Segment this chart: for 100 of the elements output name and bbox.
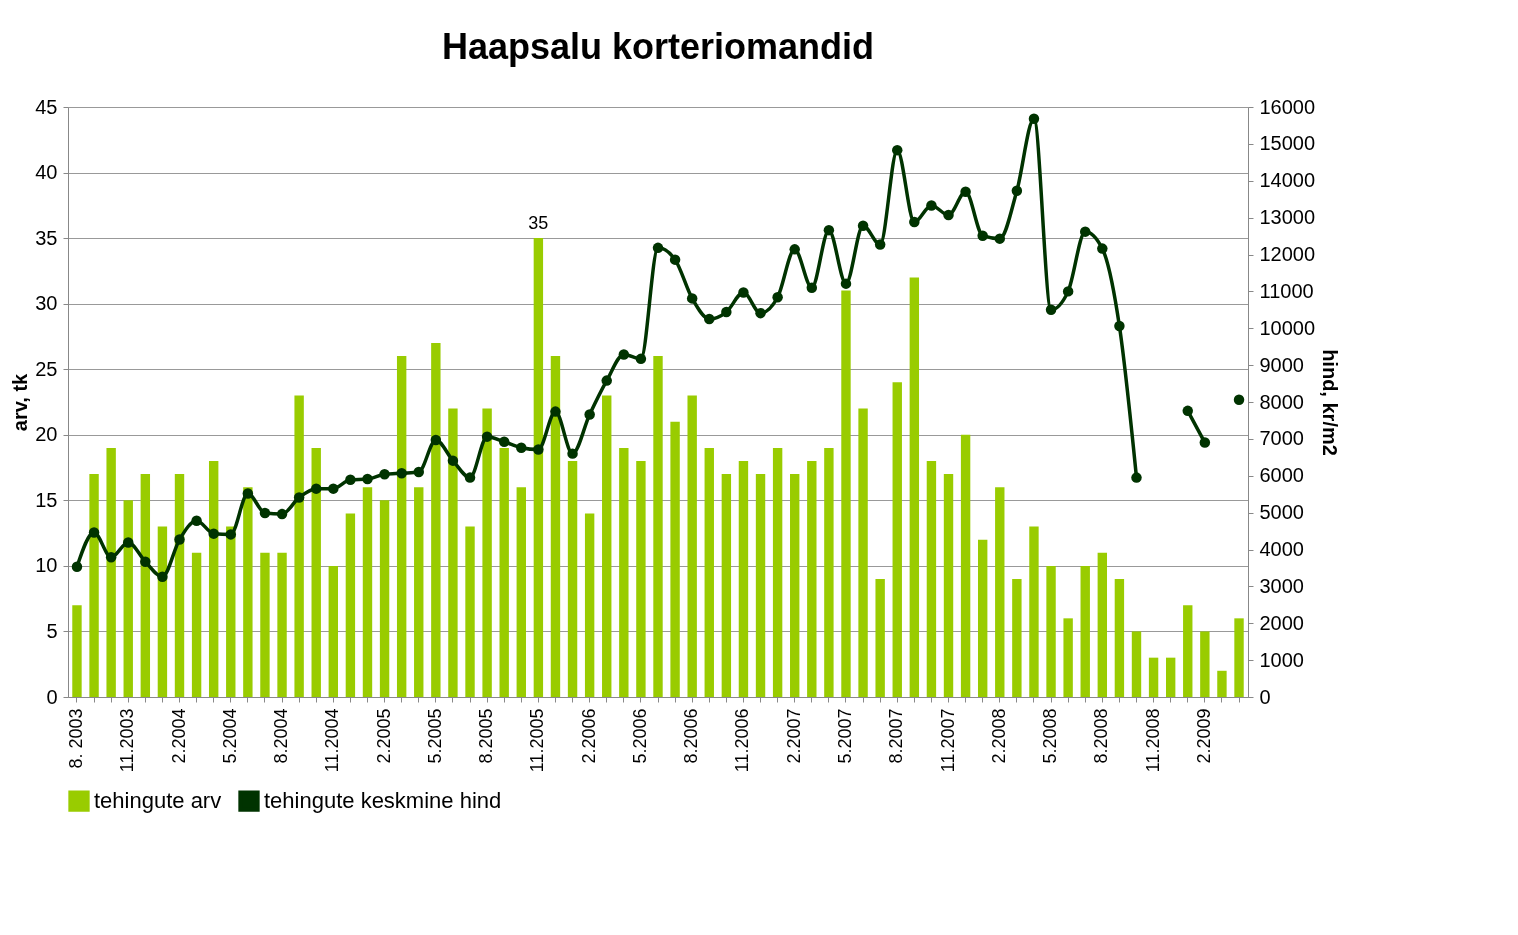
- y2-tick-label: 10000: [1259, 316, 1316, 339]
- x-tick-label: 8.2005: [476, 708, 497, 764]
- x-tick-label: 5.2007: [834, 708, 855, 764]
- bar: [824, 447, 834, 697]
- bar: [1080, 565, 1090, 697]
- y2-tick-label: 13000: [1259, 206, 1316, 229]
- x-tick-label: 5.2006: [629, 708, 650, 764]
- y2-tick-label: 3000: [1259, 574, 1304, 597]
- bar: [311, 447, 321, 697]
- x-tick-label: 11.2004: [322, 708, 343, 773]
- bar: [243, 487, 253, 697]
- x-tick-label: 2.2005: [373, 708, 394, 764]
- bar: [379, 500, 390, 697]
- y2-tick-label: 0: [1259, 685, 1271, 708]
- bar: [208, 461, 219, 697]
- y-tick-label: 45: [35, 95, 58, 118]
- y-tick-label: 5: [46, 619, 58, 642]
- y2-axis-title: hind, kr/m2: [1319, 349, 1342, 456]
- bar: [755, 474, 766, 697]
- bar: [602, 395, 612, 697]
- y-tick-label: 35: [35, 226, 58, 249]
- bar: [106, 447, 116, 697]
- bar: [140, 474, 151, 697]
- bar: [550, 356, 561, 697]
- x-tick-label: 5.2005: [424, 708, 445, 764]
- bar: [396, 356, 407, 697]
- bar: [1183, 605, 1193, 697]
- y2-tick-label: 14000: [1259, 169, 1316, 192]
- bar: [1148, 657, 1159, 697]
- x-tick-label: 11.2008: [1142, 708, 1163, 773]
- x-tick-label: 11.2006: [732, 708, 753, 773]
- y-tick-label: 20: [35, 423, 58, 446]
- x-tick-label: 5.2004: [219, 708, 240, 764]
- bar: [738, 461, 749, 697]
- bar: [226, 526, 236, 697]
- bar: [516, 487, 526, 697]
- bar: [277, 552, 287, 697]
- y-tick-label: 0: [46, 685, 58, 708]
- legend-label: tehingute keskmine hind: [264, 788, 502, 814]
- bar: [670, 421, 680, 697]
- x-tick-label: 8.2006: [681, 708, 702, 764]
- bar: [448, 408, 458, 697]
- x-tick-label: 8.2004: [271, 708, 292, 764]
- y-tick-label: 25: [35, 357, 58, 380]
- y2-tick-label: 15000: [1259, 132, 1316, 155]
- y2-tick-label: 1000: [1259, 648, 1304, 671]
- bar: [1234, 618, 1244, 697]
- x-tick-label: 2.2004: [168, 708, 189, 764]
- bar: [1012, 579, 1022, 697]
- y2-tick-label: 7000: [1259, 427, 1304, 450]
- bar: [704, 447, 714, 697]
- bar: [1029, 526, 1039, 697]
- bar: [636, 461, 646, 697]
- x-tick-label: 8.2007: [886, 708, 907, 764]
- bar: [790, 474, 800, 697]
- bar: [294, 395, 304, 697]
- bar: [995, 487, 1005, 697]
- x-tick-label: 8.2008: [1091, 708, 1112, 764]
- y2-tick-label: 2000: [1259, 611, 1304, 634]
- y2-tick-label: 6000: [1259, 464, 1304, 487]
- bar: [414, 487, 424, 697]
- y-tick-label: 30: [35, 292, 58, 315]
- bar: [345, 513, 356, 697]
- bar: [1217, 670, 1227, 697]
- bar: [123, 500, 133, 697]
- bar: [1097, 552, 1108, 697]
- x-tick-label: 2.2009: [1193, 708, 1214, 764]
- bar: [1046, 565, 1056, 697]
- y-tick-label: 40: [35, 161, 58, 184]
- bar: [875, 579, 885, 697]
- bar: [772, 447, 783, 697]
- bar: [465, 526, 475, 697]
- y-axis-title: arv, tk: [9, 372, 32, 432]
- bar: [533, 238, 544, 697]
- bar: [191, 552, 202, 697]
- bar: [909, 277, 920, 697]
- bar: [1131, 631, 1142, 697]
- bar: [89, 474, 99, 697]
- y-tick-label: 15: [35, 488, 58, 511]
- x-tick-label: 2.2006: [578, 708, 599, 764]
- bar: [858, 408, 868, 697]
- bar: [174, 474, 185, 697]
- bar: [157, 526, 168, 697]
- chart-title: Haapsalu korteriomandid: [441, 26, 875, 67]
- bar: [482, 408, 492, 697]
- bar: [687, 395, 697, 697]
- bar: [619, 447, 629, 697]
- bar: [977, 539, 988, 697]
- legend-label: tehingute arv: [94, 788, 222, 814]
- y2-tick-label: 5000: [1259, 501, 1304, 524]
- x-tick-label: 2.2007: [783, 708, 804, 764]
- bar: [926, 461, 937, 697]
- bar: [1200, 631, 1210, 697]
- bar: [1165, 657, 1176, 697]
- bar: [1114, 579, 1125, 697]
- x-tick-label: 11.2005: [527, 708, 548, 773]
- bar: [721, 474, 732, 697]
- x-tick-label: 11.2007: [937, 708, 958, 773]
- x-tick-label: 8. 2003: [65, 708, 86, 769]
- bar: [584, 513, 595, 697]
